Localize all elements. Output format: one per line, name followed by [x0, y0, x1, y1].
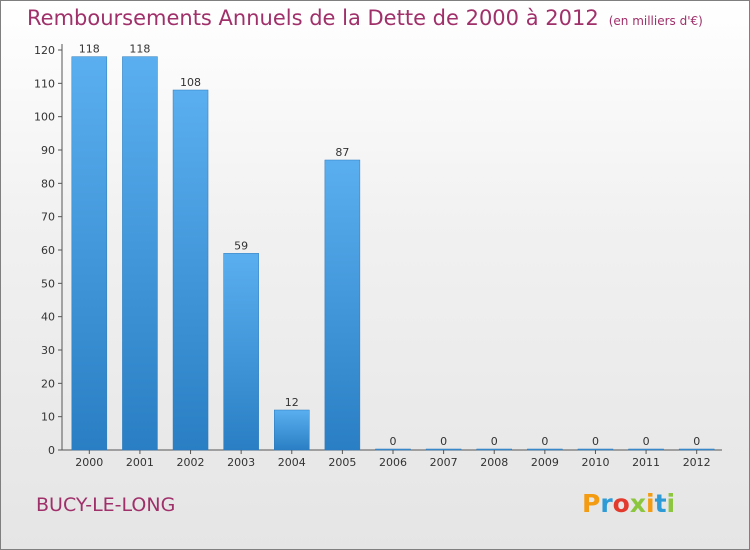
x-tick-label: 2007 [430, 456, 458, 469]
bar-2010 [577, 448, 614, 451]
bar-2004 [274, 409, 310, 451]
x-tick-label: 2001 [126, 456, 154, 469]
y-tick-label: 60 [41, 244, 55, 257]
y-tick-label: 70 [41, 211, 55, 224]
data-label: 0 [390, 435, 397, 448]
x-tick-label: 2006 [379, 456, 407, 469]
x-tick-label: 2004 [278, 456, 306, 469]
x-tick-label: 2000 [75, 456, 103, 469]
x-tick-label: 2008 [480, 456, 508, 469]
data-label: 108 [180, 76, 201, 89]
logo-letter: t [654, 489, 667, 518]
data-label: 0 [693, 435, 700, 448]
y-tick-label: 90 [41, 144, 55, 157]
location-name: BUCY-LE-LONG [36, 494, 176, 516]
data-label: 0 [541, 435, 548, 448]
y-tick-label: 100 [34, 111, 55, 124]
y-tick-label: 40 [41, 311, 55, 324]
y-tick-label: 110 [34, 77, 55, 90]
bar-2011 [628, 448, 664, 451]
y-tick-label: 50 [41, 277, 55, 290]
data-label: 0 [592, 435, 599, 448]
y-tick-label: 0 [48, 444, 55, 457]
data-label: 0 [440, 435, 447, 448]
logo-letter: i [646, 489, 655, 518]
bar-2002 [172, 89, 209, 451]
logo-letter: o [612, 489, 630, 518]
y-tick-label: 10 [41, 411, 55, 424]
x-tick-label: 2012 [683, 456, 711, 469]
chart-title-text: Remboursements Annuels de la Dette de 20… [27, 6, 599, 30]
bar-2001 [122, 56, 158, 451]
data-label: 87 [335, 146, 349, 159]
bar-2000 [71, 56, 108, 451]
x-tick-label: 2010 [581, 456, 609, 469]
y-tick-label: 20 [41, 377, 55, 390]
y-tick-label: 30 [41, 344, 55, 357]
chart-title: Remboursements Annuels de la Dette de 20… [27, 6, 703, 30]
data-label: 59 [234, 239, 248, 252]
logo-letter: x [629, 489, 646, 518]
data-label: 118 [129, 43, 150, 56]
bar-2003 [223, 253, 259, 451]
y-tick-label: 120 [34, 44, 55, 57]
x-tick-label: 2011 [632, 456, 660, 469]
data-label: 118 [79, 43, 100, 56]
bar-2009 [527, 448, 563, 451]
data-label: 12 [285, 396, 299, 409]
x-tick-label: 2002 [177, 456, 205, 469]
bar-2007 [425, 448, 462, 451]
y-tick-label: 80 [41, 177, 55, 190]
x-tick-label: 2003 [227, 456, 255, 469]
logo-letter: r [600, 489, 613, 518]
data-label: 0 [643, 435, 650, 448]
bar-2005 [324, 159, 361, 451]
bar-2008 [476, 448, 512, 451]
bar-2006 [375, 448, 411, 451]
chart-unit: (en milliers d'€) [608, 14, 703, 28]
proxiti-logo: Proxiti [582, 489, 675, 518]
logo-letter: P [582, 489, 601, 518]
data-label: 0 [491, 435, 498, 448]
x-tick-label: 2005 [328, 456, 356, 469]
bar-2012 [678, 448, 715, 451]
x-tick-label: 2009 [531, 456, 559, 469]
logo-letter: i [666, 489, 676, 518]
